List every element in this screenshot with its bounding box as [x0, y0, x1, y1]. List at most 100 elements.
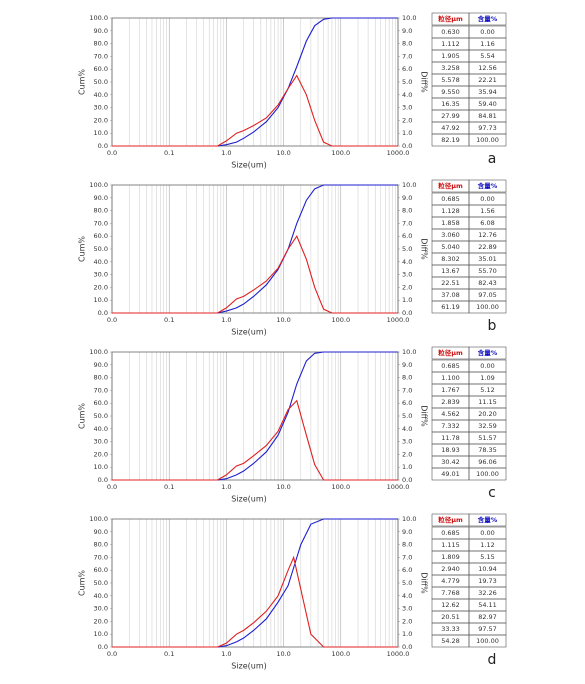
table-value: 1.858	[441, 219, 460, 227]
table-value: 1.128	[441, 207, 460, 215]
table-value: 54.28	[441, 637, 460, 645]
table-header: 粒径μm	[438, 14, 463, 23]
table-value: 100.00	[476, 637, 499, 645]
y2-tick-label: 5.0	[402, 78, 412, 86]
y-tick-label: 80.0	[94, 207, 108, 215]
table-value: 100.00	[476, 136, 499, 144]
table-value: 0.00	[480, 529, 494, 537]
table-value: 10.94	[478, 565, 497, 573]
table-value: 51.57	[478, 434, 497, 442]
plot-frame	[111, 17, 399, 147]
y2-tick-label: 0.0	[402, 142, 412, 150]
table-value: 2.940	[441, 565, 460, 573]
x-tick-label: 0.0	[107, 483, 117, 491]
table-value: 84.81	[478, 112, 497, 120]
table-value: 1.09	[480, 374, 494, 382]
table-value: 5.12	[480, 386, 494, 394]
y-tick-label: 0.0	[98, 476, 108, 484]
table-value: 100.00	[476, 470, 499, 478]
x-tick-label: 1.0	[221, 316, 231, 324]
table-value: 97.05	[478, 291, 497, 299]
y2-tick-label: 8.0	[402, 541, 412, 549]
table-value: 47.92	[441, 124, 460, 132]
x-tick-label: 1000.0	[387, 316, 410, 324]
x-tick-label: 1.0	[221, 650, 231, 658]
chart-panel: 0.0 0.1 1.0 10.0 100.0 1000.00.010.020.030.04…	[78, 346, 507, 504]
y2-tick-label: 3.0	[402, 104, 412, 112]
x-axis-label: Size(um)	[231, 662, 267, 671]
x-axis-label: Size(um)	[231, 495, 267, 504]
series-line	[112, 184, 398, 314]
x-tick-label: 1000.0	[387, 483, 410, 491]
table-value: 30.42	[441, 458, 460, 466]
y-tick-label: 20.0	[94, 617, 108, 625]
y2-tick-label: 8.0	[402, 207, 412, 215]
y-tick-label: 40.0	[94, 425, 108, 433]
table-value: 19.73	[478, 577, 497, 585]
y-tick-label: 60.0	[94, 399, 108, 407]
table-value: 100.00	[476, 303, 499, 311]
y-tick-label: 90.0	[94, 194, 108, 202]
y2-tick-label: 9.0	[402, 528, 412, 536]
table-value: 55.70	[478, 267, 497, 275]
x-tick-label: 100.0	[331, 149, 350, 157]
table-header-cell	[468, 12, 507, 26]
table-value: 0.685	[441, 195, 460, 203]
y2-tick-label: 0.0	[402, 643, 412, 651]
table-value: 5.54	[480, 52, 494, 60]
table-value: 1.12	[480, 541, 494, 549]
y-tick-label: 0.0	[98, 643, 108, 651]
y2-tick-label: 2.0	[402, 116, 412, 124]
table-value: 32.59	[478, 422, 497, 430]
table-value: 0.00	[480, 362, 494, 370]
y-tick-label: 70.0	[94, 386, 108, 394]
table-value: 37.08	[441, 291, 460, 299]
y2-tick-label: 7.0	[402, 52, 412, 60]
y-tick-label: 40.0	[94, 592, 108, 600]
y-tick-label: 70.0	[94, 219, 108, 227]
y-tick-label: 40.0	[94, 258, 108, 266]
y2-tick-label: 7.0	[402, 553, 412, 561]
x-tick-label: 0.0	[107, 149, 117, 157]
y2-axis-label: Diff%	[420, 572, 429, 594]
y2-axis-label: Diff%	[420, 71, 429, 93]
table-value: 35.94	[478, 88, 497, 96]
x-axis-label: Size(um)	[231, 161, 267, 170]
y-tick-label: 10.0	[94, 129, 108, 137]
table-value: 35.01	[478, 255, 497, 263]
table-value: 82.97	[478, 613, 497, 621]
table-cell	[468, 133, 507, 147]
y2-tick-label: 9.0	[402, 194, 412, 202]
x-tick-label: 100.0	[331, 483, 350, 491]
y2-tick-label: 10.0	[402, 348, 416, 356]
y2-tick-label: 1.0	[402, 296, 412, 304]
y2-tick-label: 10.0	[402, 515, 416, 523]
table-value: 97.73	[478, 124, 497, 132]
table-value: 32.26	[478, 589, 497, 597]
y-tick-label: 60.0	[94, 65, 108, 73]
table-value: 49.01	[441, 470, 460, 478]
x-tick-label: 0.1	[164, 483, 174, 491]
chart-panel: 0.0 0.1 1.0 10.0 100.0 1000.00.010.020.030.04…	[78, 513, 507, 671]
table-value: 1.809	[441, 553, 460, 561]
x-tick-label: 1000.0	[387, 149, 410, 157]
y-tick-label: 60.0	[94, 566, 108, 574]
x-tick-label: 100.0	[331, 650, 350, 658]
series-line	[112, 555, 398, 648]
y2-tick-label: 3.0	[402, 438, 412, 446]
x-tick-label: 0.1	[164, 650, 174, 658]
table-value: 7.768	[441, 589, 460, 597]
y-tick-label: 30.0	[94, 438, 108, 446]
y2-tick-label: 7.0	[402, 386, 412, 394]
y2-tick-label: 8.0	[402, 374, 412, 382]
table-value: 97.57	[478, 625, 497, 633]
y-tick-label: 100.0	[89, 515, 108, 523]
table-header: 含量%	[478, 14, 498, 23]
y-tick-label: 80.0	[94, 374, 108, 382]
y-tick-label: 50.0	[94, 579, 108, 587]
plot-frame	[111, 184, 399, 314]
x-tick-label: 0.1	[164, 316, 174, 324]
panel-label: a	[488, 151, 497, 167]
series-line	[112, 351, 398, 481]
y-tick-label: 100.0	[89, 348, 108, 356]
